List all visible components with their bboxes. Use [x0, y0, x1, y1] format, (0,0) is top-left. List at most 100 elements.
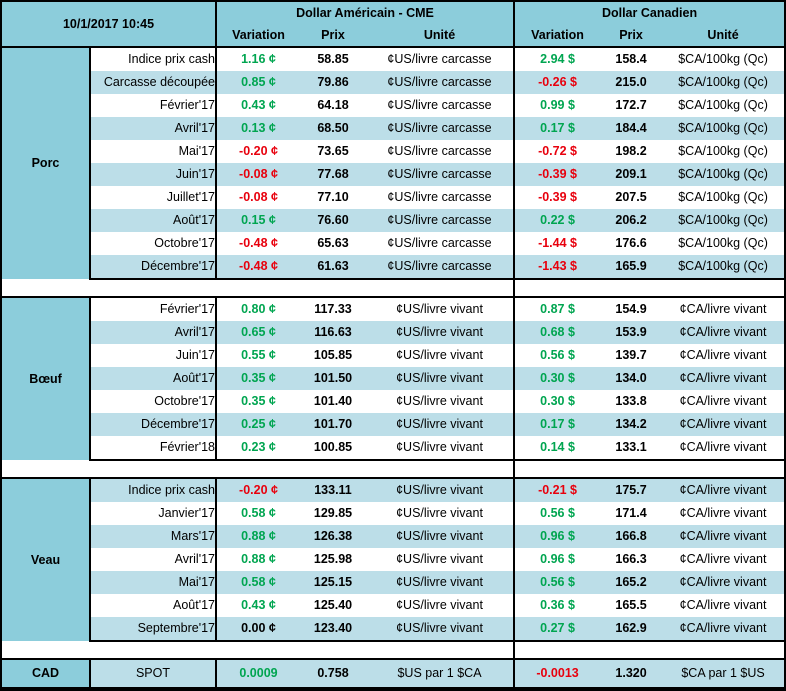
fx-rate-row: CAD SPOT 0.0009 0.758 $US par 1 $CA -0.0013 1.… — [2, 658, 785, 689]
spacer-cell — [90, 279, 216, 297]
usd-unit: ¢US/livre carcasse — [366, 232, 516, 255]
cad-price: 171.4 — [600, 502, 663, 525]
spacer-cell — [300, 641, 366, 659]
spacer-cell — [2, 641, 90, 659]
usd-variation: 0.15 ¢ — [216, 209, 300, 232]
usd-price: 101.40 — [300, 390, 366, 413]
table-row: Janvier'17 0.58 ¢ 129.85 ¢US/livre vivant 0.… — [2, 502, 785, 525]
cad-unit: ¢CA/livre vivant — [662, 477, 785, 502]
row-label: Indice prix cash — [90, 46, 217, 71]
usd-unit: ¢US/livre vivant — [366, 296, 516, 321]
cad-unit: $CA/100kg (Qc) — [662, 255, 785, 280]
usd-variation: 0.00 ¢ — [216, 617, 300, 642]
usd-unit: ¢US/livre carcasse — [366, 255, 516, 280]
usd-variation: 0.55 ¢ — [216, 344, 300, 367]
usd-price: 126.38 — [300, 525, 366, 548]
table-row: Juin'17 0.55 ¢ 105.85 ¢US/livre vivant 0.56 … — [2, 344, 785, 367]
cad-unit: ¢CA/livre vivant — [662, 296, 785, 321]
cad-price: 154.9 — [600, 296, 663, 321]
usd-price: 76.60 — [300, 209, 366, 232]
cad-price: 134.0 — [600, 367, 663, 390]
cad-unit: ¢CA/livre vivant — [662, 413, 785, 436]
timestamp-cell: 10/1/2017 10:45 — [2, 2, 217, 48]
spacer-cell — [300, 460, 366, 478]
usd-variation: 0.13 ¢ — [216, 117, 300, 140]
category-label-bœuf: Bœuf — [2, 296, 91, 460]
usd-unit: ¢US/livre carcasse — [366, 140, 516, 163]
cad-unit: ¢CA/livre vivant — [662, 390, 785, 413]
spacer-cell — [662, 641, 785, 659]
usd-variation: 0.58 ¢ — [216, 502, 300, 525]
usd-price: 101.50 — [300, 367, 366, 390]
fx-usd-unit: $US par 1 $CA — [366, 658, 516, 689]
usd-price: 58.85 — [300, 46, 366, 71]
usd-unit: ¢US/livre vivant — [366, 571, 516, 594]
usd-unit: ¢US/livre vivant — [366, 525, 516, 548]
table-row: Veau Indice prix cash -0.20 ¢ 133.11 ¢US/liv… — [2, 477, 785, 641]
usd-unit: ¢US/livre carcasse — [366, 117, 516, 140]
col-header-cad-unit[interactable]: Unité — [662, 24, 785, 48]
usd-unit: ¢US/livre vivant — [366, 413, 516, 436]
cad-price: 165.2 — [600, 571, 663, 594]
col-header-usd-variation[interactable]: Variation — [216, 24, 300, 48]
header-row-columns: Variation Prix Unité Variation Prix Unité — [2, 24, 785, 48]
cad-variation: 0.27 $ — [514, 617, 601, 642]
cad-variation: -0.39 $ — [514, 163, 601, 186]
usd-variation: -0.20 ¢ — [216, 140, 300, 163]
cad-unit: ¢CA/livre vivant — [662, 436, 785, 461]
fx-quote-type: SPOT — [90, 658, 217, 689]
table-row: Février'18 0.23 ¢ 100.85 ¢US/livre vivant 0.… — [2, 436, 785, 461]
usd-price: 100.85 — [300, 436, 366, 461]
usd-variation: 0.23 ¢ — [216, 436, 300, 461]
cad-unit: $CA/100kg (Qc) — [662, 71, 785, 94]
cad-price: 153.9 — [600, 321, 663, 344]
table-row: Mars'17 0.88 ¢ 126.38 ¢US/livre vivant 0.96 … — [2, 525, 785, 548]
cad-variation: 0.99 $ — [514, 94, 601, 117]
row-label: Avril'17 — [90, 117, 217, 140]
row-label: Janvier'17 — [90, 502, 217, 525]
section-spacer — [2, 460, 785, 478]
usd-price: 77.68 — [300, 163, 366, 186]
cad-unit: ¢CA/livre vivant — [662, 344, 785, 367]
col-header-usd-price[interactable]: Prix — [300, 24, 366, 48]
row-label: Février'17 — [90, 94, 217, 117]
row-label: Juillet'17 — [90, 186, 217, 209]
cad-unit: $CA/100kg (Qc) — [662, 94, 785, 117]
spacer-cell — [216, 279, 300, 297]
table-row: Avril'17 0.65 ¢ 116.63 ¢US/livre vivant 0.68… — [2, 321, 785, 344]
cad-unit: $CA/100kg (Qc) — [662, 140, 785, 163]
usd-price: 105.85 — [300, 344, 366, 367]
usd-variation: 0.88 ¢ — [216, 548, 300, 571]
row-label: Octobre'17 — [90, 232, 217, 255]
usd-variation: 0.35 ¢ — [216, 390, 300, 413]
usd-variation: -0.20 ¢ — [216, 477, 300, 502]
table-row: Août'17 0.35 ¢ 101.50 ¢US/livre vivant 0.30 … — [2, 367, 785, 390]
spacer-cell — [514, 460, 601, 478]
col-header-cad-variation[interactable]: Variation — [514, 24, 601, 48]
cad-variation: 0.17 $ — [514, 413, 601, 436]
usd-price: 125.40 — [300, 594, 366, 617]
col-header-cad-price[interactable]: Prix — [600, 24, 663, 48]
table-row: Février'17 0.43 ¢ 64.18 ¢US/livre carcasse 0… — [2, 94, 785, 117]
usd-variation: -0.08 ¢ — [216, 186, 300, 209]
table-row: Décembre'17 0.25 ¢ 101.70 ¢US/livre vivant 0… — [2, 413, 785, 436]
cad-price: 207.5 — [600, 186, 663, 209]
cad-price: 133.1 — [600, 436, 663, 461]
cad-variation: 0.68 $ — [514, 321, 601, 344]
usd-price: 79.86 — [300, 71, 366, 94]
table-row: Octobre'17 -0.48 ¢ 65.63 ¢US/livre carcasse… — [2, 232, 785, 255]
header-row-titles: 10/1/2017 10:45 Dollar Américain - CME Dol… — [2, 2, 785, 48]
usd-variation: -0.08 ¢ — [216, 163, 300, 186]
col-header-usd-unit[interactable]: Unité — [366, 24, 516, 48]
row-label: Août'17 — [90, 209, 217, 232]
spacer-cell — [600, 641, 663, 659]
spacer-cell — [366, 460, 516, 478]
usd-unit: ¢US/livre vivant — [366, 390, 516, 413]
cad-unit: ¢CA/livre vivant — [662, 321, 785, 344]
spacer-cell — [366, 641, 516, 659]
fx-usd-variation: 0.0009 — [216, 658, 300, 689]
cad-price: 158.4 — [600, 46, 663, 71]
cad-price: 134.2 — [600, 413, 663, 436]
cad-variation: 0.17 $ — [514, 117, 601, 140]
